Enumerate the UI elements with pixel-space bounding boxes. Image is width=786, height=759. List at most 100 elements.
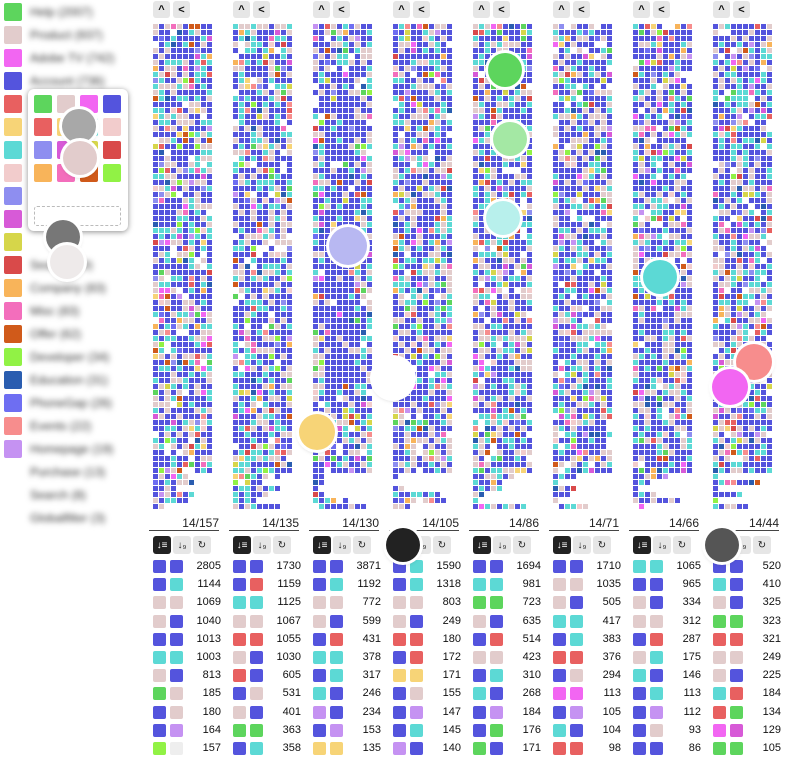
- legend-color-swatch[interactable]: [4, 49, 22, 67]
- transition-row[interactable]: 1003: [153, 651, 225, 665]
- legend-color-swatch[interactable]: [4, 302, 22, 320]
- transition-row[interactable]: 164: [153, 723, 225, 738]
- legend-color-swatch[interactable]: [4, 164, 22, 182]
- legend-color-swatch[interactable]: [4, 440, 22, 458]
- legend-item[interactable]: [4, 209, 30, 229]
- refresh-button[interactable]: ↻: [353, 536, 371, 554]
- transition-row[interactable]: 605: [233, 669, 305, 683]
- legend-color-swatch[interactable]: [4, 95, 22, 113]
- transition-row[interactable]: 1069: [153, 596, 225, 610]
- collapse-button[interactable]: ^: [553, 1, 570, 18]
- transition-row[interactable]: 180: [393, 632, 465, 647]
- back-button[interactable]: <: [333, 1, 350, 18]
- sort-numeric-button[interactable]: ↓₉: [173, 536, 191, 554]
- legend-color-swatch[interactable]: [4, 118, 22, 136]
- legend-item[interactable]: Product (937): [4, 25, 103, 45]
- transition-row[interactable]: 185: [153, 687, 225, 701]
- legend-color-swatch[interactable]: [4, 279, 22, 297]
- legend-item[interactable]: Globalfilter (3): [4, 508, 105, 528]
- session-mosaic[interactable]: [553, 24, 613, 514]
- transition-row[interactable]: 2805: [153, 560, 225, 574]
- transition-row[interactable]: 1055: [233, 632, 305, 647]
- transition-row[interactable]: 772: [313, 596, 385, 610]
- legend-color-swatch[interactable]: [4, 256, 22, 274]
- transition-row[interactable]: 145: [393, 723, 465, 738]
- sort-desc-button[interactable]: ↓≡: [233, 536, 251, 554]
- transition-row[interactable]: 1144: [153, 578, 225, 592]
- back-button[interactable]: <: [573, 1, 590, 18]
- legend-color-swatch[interactable]: [4, 394, 22, 412]
- transition-row[interactable]: 1067: [233, 614, 305, 629]
- legend-item[interactable]: Developer (34): [4, 347, 109, 367]
- sort-desc-button[interactable]: ↓≡: [153, 536, 171, 554]
- transition-row[interactable]: 1040: [153, 614, 225, 629]
- transition-row[interactable]: 531: [233, 687, 305, 701]
- transition-row[interactable]: 171: [473, 742, 545, 756]
- legend-color-swatch[interactable]: [4, 371, 22, 389]
- legend-item[interactable]: Search (8): [4, 485, 86, 505]
- legend-color-swatch[interactable]: [4, 417, 22, 435]
- sort-numeric-button[interactable]: ↓₉: [573, 536, 591, 554]
- transition-row[interactable]: 401: [233, 705, 305, 720]
- transition-row[interactable]: 599: [313, 614, 385, 629]
- legend-item[interactable]: [4, 232, 30, 252]
- transition-row[interactable]: 378: [313, 651, 385, 665]
- transition-row[interactable]: 155: [393, 687, 465, 701]
- refresh-button[interactable]: ↻: [193, 536, 211, 554]
- transition-row[interactable]: 317: [313, 669, 385, 683]
- transition-row[interactable]: 184: [473, 705, 545, 720]
- legend-item[interactable]: Education (31): [4, 370, 108, 390]
- collapse-button[interactable]: ^: [153, 1, 170, 18]
- transition-row[interactable]: 1159: [233, 578, 305, 592]
- legend-color-swatch[interactable]: [4, 233, 22, 251]
- transition-row[interactable]: 635: [473, 614, 545, 629]
- session-mosaic[interactable]: [473, 24, 533, 514]
- legend-color-swatch[interactable]: [4, 26, 22, 44]
- transition-row[interactable]: 423: [473, 651, 545, 665]
- legend-item[interactable]: Events (22): [4, 416, 91, 436]
- transition-row[interactable]: 234: [313, 705, 385, 720]
- collapse-button[interactable]: ^: [233, 1, 250, 18]
- transition-row[interactable]: 803: [393, 596, 465, 610]
- legend-item[interactable]: Account (736): [4, 71, 105, 91]
- refresh-button[interactable]: ↻: [273, 536, 291, 554]
- back-button[interactable]: <: [493, 1, 510, 18]
- legend-color-swatch[interactable]: [4, 141, 22, 159]
- transition-row[interactable]: 1710: [553, 560, 625, 574]
- transition-row[interactable]: 1125: [233, 596, 305, 610]
- transition-row[interactable]: 1694: [473, 560, 545, 574]
- transition-row[interactable]: 157: [153, 742, 225, 756]
- transition-row[interactable]: 1030: [233, 651, 305, 665]
- transition-row[interactable]: 431: [313, 632, 385, 647]
- legend-item[interactable]: Help (2007): [4, 2, 93, 22]
- back-button[interactable]: <: [173, 1, 190, 18]
- transition-row[interactable]: 171: [393, 669, 465, 683]
- transition-row[interactable]: 3871: [313, 560, 385, 574]
- sort-desc-button[interactable]: ↓≡: [313, 536, 331, 554]
- transition-row[interactable]: 249: [393, 614, 465, 629]
- session-mosaic[interactable]: [233, 24, 293, 514]
- legend-item[interactable]: Adobe TV (742): [4, 48, 115, 68]
- collapse-button[interactable]: ^: [313, 1, 330, 18]
- transition-row[interactable]: 268: [473, 687, 545, 701]
- transition-row[interactable]: 147: [393, 705, 465, 720]
- transition-row[interactable]: 813: [153, 669, 225, 683]
- transition-row[interactable]: 723: [473, 596, 545, 610]
- sort-desc-button[interactable]: ↓≡: [553, 536, 571, 554]
- legend-item[interactable]: Purchase (13): [4, 462, 105, 482]
- legend-item[interactable]: PhoneGap (26): [4, 393, 112, 413]
- transition-row[interactable]: 514: [473, 632, 545, 647]
- transition-row[interactable]: 135: [313, 742, 385, 756]
- legend-color-swatch[interactable]: [4, 210, 22, 228]
- legend-color-swatch[interactable]: [4, 3, 22, 21]
- transition-row[interactable]: 310: [473, 669, 545, 683]
- session-mosaic[interactable]: [393, 24, 453, 514]
- sort-numeric-button[interactable]: ↓₉: [333, 536, 351, 554]
- collapse-button[interactable]: ^: [393, 1, 410, 18]
- transition-row[interactable]: 363: [233, 723, 305, 738]
- transition-row[interactable]: 1013: [153, 632, 225, 647]
- legend-item[interactable]: [4, 94, 30, 114]
- transition-row[interactable]: 140: [393, 742, 465, 756]
- sort-numeric-button[interactable]: ↓₉: [493, 536, 511, 554]
- legend-item[interactable]: [4, 163, 30, 183]
